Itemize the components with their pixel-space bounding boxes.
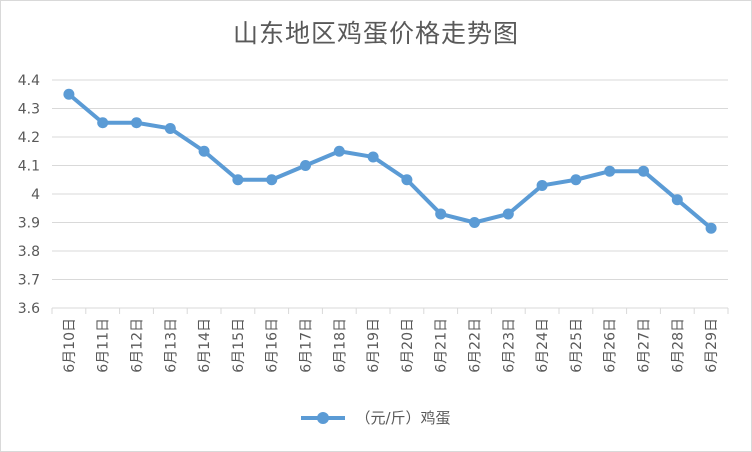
y-tick-label: 4.2 [18, 130, 40, 146]
x-tick-label: 6月25日 [569, 318, 585, 373]
x-tick-label: 6月10日 [62, 318, 78, 373]
x-tick-label: 6月21日 [434, 318, 450, 373]
data-point [401, 174, 413, 186]
x-axis [51, 307, 729, 314]
x-axis-ticks: 6月10日 6月11日 6月12日 6月13日 6月14日 6月15日 6月16日 6月17日… [62, 318, 720, 373]
data-point [435, 208, 447, 220]
data-point [638, 165, 649, 177]
y-tick-label: 3.6 [18, 301, 40, 317]
data-point [198, 145, 210, 157]
data-point [536, 179, 548, 191]
series-line [67, 92, 713, 230]
x-tick-label: 6月29日 [704, 318, 720, 373]
y-tick-label: 4.4 [18, 73, 40, 89]
x-tick-label: 6月12日 [130, 318, 146, 373]
data-point [164, 122, 176, 134]
data-point [367, 151, 379, 163]
x-tick-label: 6月11日 [96, 318, 112, 373]
x-tick-label: 6月27日 [637, 318, 653, 373]
y-tick-label: 3.8 [18, 244, 40, 260]
x-tick-label: 6月22日 [468, 318, 484, 373]
legend-label: （元/斤）鸡蛋 [355, 409, 451, 427]
x-tick-label: 6月28日 [670, 318, 686, 373]
data-point [266, 174, 278, 186]
x-tick-label: 6月17日 [299, 318, 315, 373]
series-layer [63, 88, 717, 234]
legend: （元/斤）鸡蛋 [0, 407, 752, 428]
y-tick-label: 4 [31, 187, 40, 203]
data-point [604, 165, 616, 177]
data-point [570, 174, 582, 186]
data-point [131, 117, 142, 129]
x-tick-label: 6月13日 [163, 318, 179, 373]
data-point [671, 194, 683, 206]
x-tick-label: 6月26日 [603, 318, 619, 373]
x-tick-label: 6月19日 [366, 318, 382, 373]
x-tick-label: 6月20日 [400, 318, 416, 373]
data-point [469, 217, 480, 228]
gridlines [52, 79, 728, 280]
data-point [300, 160, 311, 171]
legend-marker-icon [301, 411, 346, 424]
y-axis-ticks: 3.6 3.7 3.8 3.9 4 4.1 4.2 4.3 4.4 [18, 73, 40, 317]
y-tick-label: 4.3 [18, 102, 40, 118]
y-tick-label: 3.7 [18, 273, 40, 289]
chart-title: 山东地区鸡蛋价格走势图 [232, 19, 519, 48]
data-point [97, 117, 109, 129]
x-tick-label: 6月23日 [501, 318, 517, 373]
data-point [63, 88, 75, 100]
data-point [705, 222, 717, 234]
x-tick-label: 6月24日 [535, 318, 551, 373]
y-tick-label: 4.1 [18, 159, 40, 175]
data-point [232, 174, 244, 186]
data-point [502, 208, 514, 220]
x-tick-label: 6月15日 [231, 318, 247, 373]
data-point [333, 145, 345, 157]
x-tick-label: 6月18日 [332, 318, 348, 373]
x-tick-label: 6月16日 [265, 318, 281, 373]
y-tick-label: 3.9 [18, 216, 40, 232]
x-tick-label: 6月14日 [197, 318, 213, 373]
